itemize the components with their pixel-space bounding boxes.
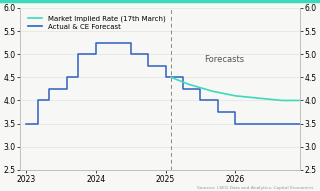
Legend: Market Implied Rate (17th March), Actual & CE Forecast: Market Implied Rate (17th March), Actual… xyxy=(27,14,167,31)
Text: Forecasts: Forecasts xyxy=(204,55,244,64)
Text: Sources: LSEG Data and Analytics, Capital Economics: Sources: LSEG Data and Analytics, Capita… xyxy=(197,186,314,190)
